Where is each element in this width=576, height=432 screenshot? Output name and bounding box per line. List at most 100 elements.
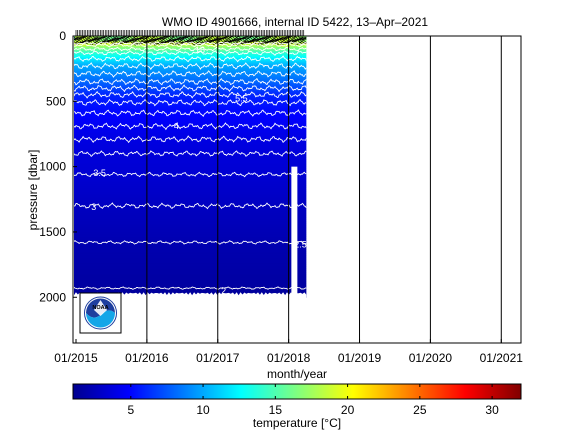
- warm-surface-patch: [275, 36, 284, 47]
- heat-band: [74, 102, 307, 104]
- heat-band: [74, 68, 307, 70]
- heat-band: [74, 134, 307, 136]
- heat-band: [74, 229, 307, 231]
- heat-band: [74, 226, 307, 228]
- isotherm-lines: [74, 41, 307, 290]
- heat-band: [74, 106, 307, 108]
- heat-band: [74, 133, 307, 135]
- heat-band: [74, 189, 307, 191]
- heat-band: [74, 192, 307, 194]
- heat-band: [74, 132, 307, 134]
- heat-band: [74, 275, 307, 277]
- heat-band: [74, 252, 307, 255]
- heat-band: [74, 57, 307, 59]
- heat-band: [74, 56, 307, 59]
- heat-band: [74, 96, 307, 98]
- heat-band: [74, 55, 307, 57]
- y-tick-label: 1500: [39, 225, 66, 239]
- warm-surface-patch: [98, 36, 107, 42]
- heat-band: [74, 75, 307, 77]
- isotherm-14: [74, 50, 307, 56]
- heat-band: [74, 207, 307, 209]
- isotherm-5: [74, 109, 307, 117]
- heat-band: [74, 249, 307, 251]
- heat-band: [74, 194, 307, 196]
- isotherm-7: [74, 84, 307, 93]
- heat-band: [74, 46, 307, 48]
- heat-band: [74, 84, 307, 86]
- x-tick-label: 01/2015: [54, 351, 98, 365]
- heat-band: [74, 244, 307, 246]
- heat-band: [74, 229, 307, 232]
- heat-band: [74, 256, 307, 259]
- heat-band: [74, 278, 307, 281]
- heat-band: [74, 100, 307, 102]
- contour-label: 4: [174, 121, 179, 131]
- heat-band: [74, 228, 307, 230]
- isotherm-3.5: [74, 171, 307, 178]
- heat-band: [74, 204, 307, 206]
- y-axis-label: pressure [dbar]: [26, 150, 40, 231]
- x-tick-label: 01/2016: [125, 351, 169, 365]
- heat-band: [74, 228, 307, 230]
- heat-band: [74, 201, 307, 204]
- heat-band: [74, 184, 307, 187]
- isotherm-5.5: [74, 98, 307, 107]
- heat-band: [74, 191, 307, 193]
- heat-band: [74, 275, 307, 277]
- heat-band: [74, 50, 307, 52]
- heat-band: [74, 250, 307, 252]
- heat-band: [74, 231, 307, 234]
- heat-band: [74, 92, 307, 94]
- heat-band: [74, 186, 307, 188]
- heat-band: [74, 199, 307, 201]
- heat-band: [74, 238, 307, 240]
- heat-band: [74, 261, 307, 263]
- heat-band: [74, 197, 307, 200]
- heat-band: [74, 209, 307, 211]
- heat-band: [74, 201, 307, 203]
- heat-band: [74, 116, 307, 119]
- surface-contour: [74, 40, 307, 45]
- colorbar-ticks: 5 10 15 20 25 30: [127, 384, 499, 417]
- heat-band: [74, 133, 307, 136]
- heat-band: [74, 173, 307, 176]
- surface-contour: [74, 39, 307, 44]
- heat-band: [74, 235, 307, 238]
- heat-band: [74, 260, 307, 262]
- heat-band: [74, 220, 307, 223]
- heat-band: [74, 148, 307, 150]
- heat-band: [74, 271, 307, 273]
- heat-band: [74, 181, 307, 183]
- heat-band: [74, 78, 307, 80]
- heat-band: [74, 280, 307, 282]
- heat-band: [74, 149, 307, 151]
- isotherm-3.75: [74, 150, 307, 157]
- heat-band: [74, 121, 307, 123]
- colorbar-tick-label: 15: [269, 403, 283, 417]
- heat-band: [74, 88, 307, 91]
- isotherm-3: [74, 202, 307, 210]
- heat-band: [74, 75, 307, 78]
- warm-surface-patch: [163, 36, 172, 42]
- heat-band: [74, 243, 307, 245]
- heat-band: [74, 98, 307, 100]
- heat-band: [74, 141, 307, 144]
- heat-band: [74, 107, 307, 109]
- heat-band: [74, 51, 307, 53]
- heat-band: [74, 67, 307, 69]
- heat-band: [74, 185, 307, 187]
- heat-band: [74, 164, 307, 166]
- heat-band: [74, 108, 307, 110]
- heat-band: [74, 267, 307, 269]
- heat-band: [74, 199, 307, 202]
- heat-band: [74, 94, 307, 96]
- heat-band: [74, 127, 307, 129]
- heat-band: [74, 263, 307, 265]
- heat-band: [74, 230, 307, 232]
- contour-label: 5.5: [235, 93, 248, 103]
- heat-band: [74, 170, 307, 172]
- heat-band: [74, 99, 307, 101]
- heat-band: [74, 224, 307, 226]
- heat-band: [74, 260, 307, 262]
